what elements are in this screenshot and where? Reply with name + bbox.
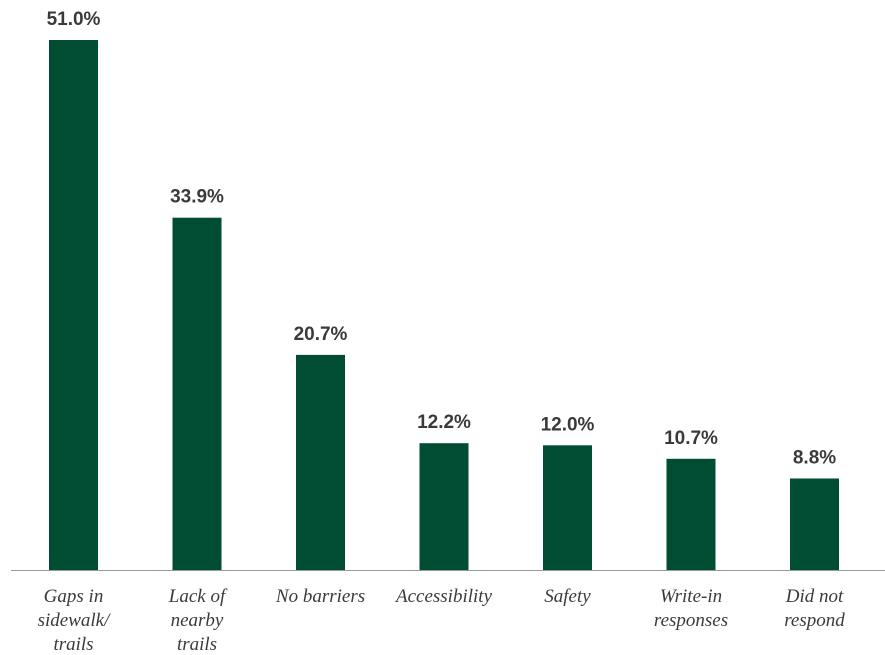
category-label-2: No barriers (275, 586, 365, 607)
category-label-3: Accessibility (394, 586, 493, 607)
category-label-1: Lack of nearby trails (168, 586, 228, 655)
value-label-6: 8.8% (793, 448, 836, 469)
category-label-4-line-0: Safety (544, 586, 591, 607)
category-label-3-line-0: Accessibility (394, 586, 493, 607)
category-label-2-line-0: No barriers (275, 586, 365, 607)
bars-group (49, 40, 839, 570)
category-label-5-line-1: responses (654, 610, 728, 631)
category-label-0: Gaps in sidewalk/trails (38, 586, 111, 655)
category-label-6-line-0: Did not (785, 586, 844, 607)
category-label-1-line-2: trails (177, 634, 217, 655)
value-label-0: 51.0% (47, 9, 101, 30)
category-label-6: Did not respond (784, 586, 845, 631)
value-labels-group: 51.0% 33.9% 20.7% 12.2% 12.0% 10.7% 8.8% (47, 9, 837, 469)
value-label-3: 12.2% (417, 412, 471, 433)
category-label-4: Safety (544, 586, 591, 607)
bar-1 (172, 217, 222, 570)
bar-5 (666, 458, 716, 570)
category-label-5: Write-in responses (654, 586, 728, 631)
value-label-4: 12.0% (541, 414, 595, 435)
category-label-6-line-1: respond (784, 610, 845, 631)
bar-6 (790, 478, 839, 570)
category-labels-group: Gaps in sidewalk/trails Lack of nearby trail… (38, 586, 846, 655)
category-label-1-line-1: nearby (171, 610, 224, 631)
category-label-1-line-0: Lack of (168, 586, 228, 607)
bar-4 (543, 445, 592, 570)
value-label-1: 33.9% (170, 187, 224, 208)
value-label-5: 10.7% (664, 428, 718, 449)
bar-2 (296, 354, 345, 570)
category-label-5-line-0: Write-in (660, 586, 722, 607)
category-label-0-line-2: trails (53, 634, 93, 655)
category-label-0-line-0: Gaps in (44, 586, 104, 607)
bar-3 (419, 443, 469, 570)
value-label-2: 20.7% (294, 324, 348, 345)
bar-0 (49, 40, 98, 570)
category-label-0-line-1: sidewalk/ (38, 610, 111, 631)
